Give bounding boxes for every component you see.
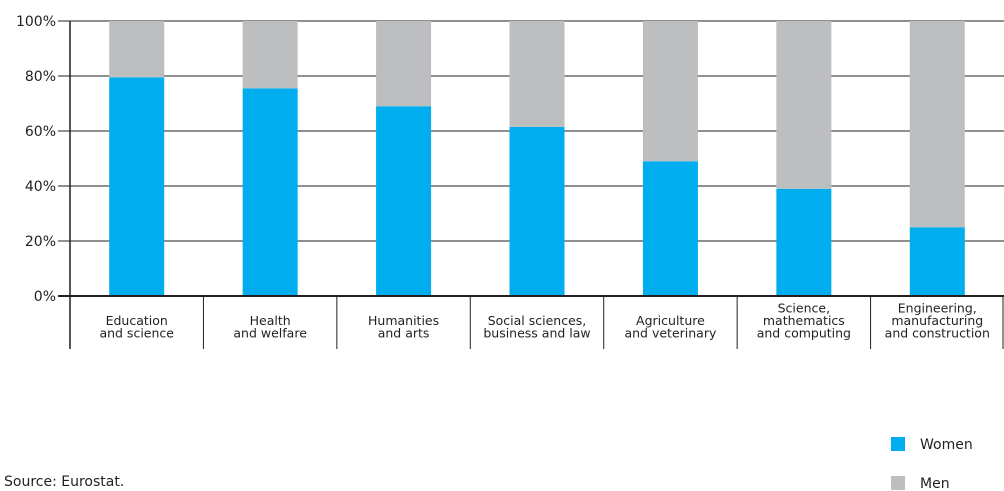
category-label: Engineering, manufacturing and constructio… bbox=[885, 301, 990, 341]
legend-label-men: Men bbox=[920, 476, 950, 491]
legend-swatch-women bbox=[891, 437, 905, 451]
category-label-line: and science bbox=[99, 326, 174, 341]
y-tick-label: 20% bbox=[25, 234, 56, 250]
category-label-line: and arts bbox=[378, 326, 430, 341]
category-label-line: Health bbox=[250, 313, 291, 328]
category-label: Agriculture and veterinary bbox=[624, 313, 717, 341]
category-label: Humanities and arts bbox=[368, 313, 439, 341]
source-note: Source: Eurostat. bbox=[4, 474, 124, 490]
category-label: Science, mathematics and computing bbox=[757, 301, 851, 341]
bar-women bbox=[776, 188, 832, 296]
y-tick-label: 60% bbox=[25, 124, 56, 140]
bar-men bbox=[242, 21, 298, 89]
y-tick-label: 40% bbox=[25, 179, 56, 195]
bar-men bbox=[109, 21, 165, 78]
bar-women bbox=[909, 227, 965, 296]
bar-women bbox=[242, 88, 298, 296]
bar-women bbox=[376, 106, 432, 296]
category-label-line: Education bbox=[106, 313, 168, 328]
bar-women bbox=[642, 161, 698, 296]
y-tick-label: 80% bbox=[25, 69, 56, 85]
category-label-line: Humanities bbox=[368, 313, 439, 328]
legend-swatch-men bbox=[891, 476, 905, 490]
bar-men bbox=[909, 21, 965, 228]
bar-women bbox=[509, 126, 565, 296]
category-label-line: and construction bbox=[885, 326, 990, 341]
category-label-line: Agriculture bbox=[636, 313, 705, 328]
category-label-line: and veterinary bbox=[624, 326, 717, 341]
category-label-line: Social sciences, bbox=[488, 313, 587, 328]
category-label-line: Engineering, bbox=[898, 301, 977, 316]
category-label-line: Science, bbox=[778, 301, 830, 316]
category-label: Education and science bbox=[99, 313, 174, 341]
bar-men bbox=[776, 21, 832, 189]
y-tick-label: 0% bbox=[34, 289, 56, 305]
category-label-line: manufacturing bbox=[891, 313, 983, 328]
bar-men bbox=[376, 21, 432, 107]
category-label-line: and welfare bbox=[233, 326, 307, 341]
category-label-line: mathematics bbox=[763, 313, 845, 328]
bar-men bbox=[642, 21, 698, 162]
bar-women bbox=[109, 77, 165, 296]
category-label: Health and welfare bbox=[233, 313, 307, 341]
legend-label-women: Women bbox=[920, 437, 973, 453]
category-label-line: business and law bbox=[483, 326, 590, 341]
bar-men bbox=[509, 21, 565, 127]
y-tick-label: 100% bbox=[16, 14, 56, 30]
category-label: Social sciences, business and law bbox=[483, 313, 590, 341]
category-label-line: and computing bbox=[757, 326, 851, 341]
